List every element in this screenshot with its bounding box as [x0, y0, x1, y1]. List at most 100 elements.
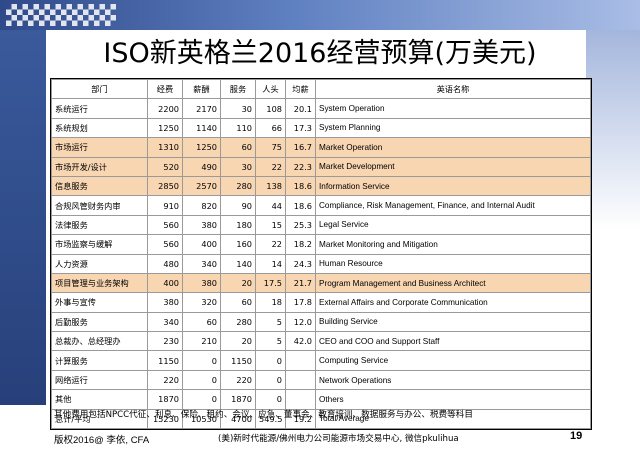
cell-avg-salary: 17.8	[285, 292, 316, 313]
cell-english: System Operation	[315, 98, 591, 119]
cell-budget: 380	[147, 292, 183, 313]
cell-service: 90	[220, 195, 256, 216]
cell-avg-salary: 25.3	[285, 214, 316, 236]
col-header-salary: 薪酬	[182, 78, 221, 100]
cell-english: System Planning	[315, 117, 591, 139]
cell-service: 30	[220, 156, 256, 177]
cell-salary: 10530	[182, 408, 221, 430]
cell-avg-salary: 18.6	[285, 175, 316, 197]
table-row: 市场监察与缓解 560 400 160 22 18.2 Market Monitoring …	[51, 234, 591, 255]
cell-headcount: 5	[255, 331, 286, 352]
cell-avg-salary	[285, 350, 316, 371]
cell-budget: 910	[147, 195, 183, 216]
cell-dept: 其他	[51, 389, 148, 410]
cell-salary: 380	[182, 214, 221, 236]
cell-avg-salary: 24.3	[285, 253, 316, 274]
cell-headcount: 75	[255, 137, 286, 158]
cell-service: 110	[220, 117, 256, 139]
cell-dept: 人力资源	[51, 253, 148, 274]
cell-english: Building Service	[315, 311, 591, 333]
cell-service: 160	[220, 234, 256, 255]
cell-headcount: 22	[255, 156, 286, 177]
cell-avg-salary	[285, 369, 316, 391]
cell-salary: 340	[182, 253, 221, 274]
cell-salary: 2170	[182, 98, 221, 119]
cell-avg-salary: 18.6	[285, 195, 316, 216]
cell-budget: 230	[147, 331, 183, 352]
cell-budget: 220	[147, 369, 183, 391]
cell-dept: 计算服务	[51, 350, 148, 371]
right-decor-rail	[586, 30, 640, 230]
table-row: 系统规划 1250 1140 110 66 17.3 System Planning	[51, 117, 591, 139]
cell-salary: 60	[182, 311, 221, 333]
budget-table-container: 部门 经费 薪酬 服务 人头 均薪 英语名称 系统运行 2200 2170 30 108…	[50, 78, 592, 431]
cell-dept: 外事与宣传	[51, 292, 148, 313]
cell-service: 60	[220, 292, 256, 313]
cell-avg-salary: 21.7	[285, 272, 316, 294]
cell-service: 1870	[220, 389, 256, 410]
cell-headcount: 15	[255, 214, 286, 236]
cell-salary: 210	[182, 331, 221, 352]
table-row: 其他 1870 0 1870 0 Others	[51, 389, 591, 410]
footer-copyright: 版权2016@ 李依, CFA	[54, 435, 150, 446]
col-header-budget: 经费	[147, 78, 183, 100]
cell-service: 220	[220, 369, 256, 391]
cell-dept: 网络运行	[51, 369, 148, 391]
cell-budget: 560	[147, 214, 183, 236]
cell-dept: 总计/平均	[51, 408, 148, 430]
cell-service: 4700	[220, 408, 256, 430]
cell-avg-salary: 18.2	[285, 234, 316, 255]
cell-dept: 市场运行	[51, 137, 148, 158]
cell-english: Human Resource	[315, 253, 591, 274]
table-row: 系统运行 2200 2170 30 108 20.1 System Operation	[51, 98, 591, 119]
col-header-avg-salary: 均薪	[285, 78, 316, 100]
cell-dept: 合规风管财务内审	[51, 195, 148, 216]
table-row: 网络运行 220 0 220 0 Network Operations	[51, 369, 591, 391]
cell-salary: 0	[182, 389, 221, 410]
cell-service: 30	[220, 98, 256, 119]
footnote: 其他费用包括NPCC代征、利息、保险、租约、会议、应急、董事会、教育培训、数据服…	[54, 410, 473, 420]
cell-english: Total/Average	[315, 408, 591, 430]
cell-dept: 法律服务	[51, 214, 148, 236]
cell-english: Program Management and Business Architec…	[315, 272, 591, 294]
left-decor-rail	[0, 30, 46, 405]
cell-headcount: 44	[255, 195, 286, 216]
cell-english: Compliance, Risk Management, Finance, an…	[315, 195, 591, 216]
col-header-service: 服务	[220, 78, 256, 100]
cell-dept: 系统运行	[51, 98, 148, 119]
table-row: 外事与宣传 380 320 60 18 17.8 External Affairs and …	[51, 292, 591, 313]
page-title: ISO新英格兰2016经营预算(万美元)	[103, 38, 537, 69]
cell-salary: 320	[182, 292, 221, 313]
cell-budget: 1150	[147, 350, 183, 371]
cell-budget: 1250	[147, 117, 183, 139]
cell-english: Market Monitoring and Mitigation	[315, 234, 591, 255]
cell-salary: 0	[182, 369, 221, 391]
cell-dept: 后勤服务	[51, 311, 148, 333]
cell-budget: 2850	[147, 175, 183, 197]
budget-table: 部门 经费 薪酬 服务 人头 均薪 英语名称 系统运行 2200 2170 30 108…	[51, 78, 591, 430]
cell-dept: 项目管理与业务架构	[51, 272, 148, 294]
table-row: 信息服务 2850 2570 280 138 18.6 Information Servic…	[51, 175, 591, 197]
cell-salary: 490	[182, 156, 221, 177]
footer-source: (美)新时代能源/佛州电力公司能源市场交易中心, 微信pkulihua	[218, 434, 459, 444]
col-header-english: 英语名称	[315, 78, 591, 100]
cell-dept: 市场开发/设计	[51, 156, 148, 177]
cell-avg-salary: 20.1	[285, 98, 316, 119]
cell-headcount: 0	[255, 389, 286, 410]
cell-budget: 480	[147, 253, 183, 274]
cell-avg-salary: 19.2	[285, 408, 316, 430]
cell-english: External Affairs and Corporate Communica…	[315, 292, 591, 313]
table-row: 项目管理与业务架构 400 380 20 17.5 21.7 Program Managem…	[51, 272, 591, 294]
cell-dept: 总裁办、总经理办	[51, 331, 148, 352]
cell-headcount: 0	[255, 350, 286, 371]
cell-avg-salary: 42.0	[285, 331, 316, 352]
cell-salary: 380	[182, 272, 221, 294]
cell-budget: 520	[147, 156, 183, 177]
checker-pattern	[6, 4, 116, 26]
cell-budget: 1310	[147, 137, 183, 158]
header-band	[0, 0, 640, 30]
col-header-headcount: 人头	[255, 78, 286, 100]
table-row: 计算服务 1150 0 1150 0 Computing Service	[51, 350, 591, 371]
table-row: 总计/平均 15230 10530 4700 549.5 19.2 Total/Averag…	[51, 408, 591, 430]
cell-salary: 0	[182, 350, 221, 371]
